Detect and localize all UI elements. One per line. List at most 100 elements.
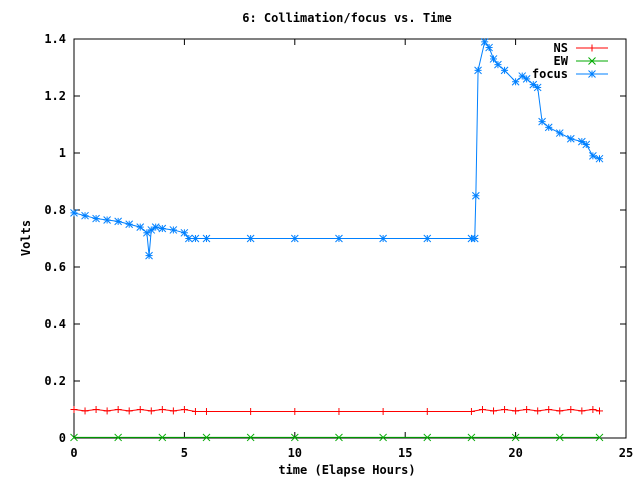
data-point [472, 191, 480, 200]
data-point [291, 407, 299, 415]
data-point [151, 223, 160, 231]
data-point [202, 433, 211, 442]
data-point [136, 223, 145, 231]
data-point [522, 75, 531, 83]
data-point [423, 433, 432, 442]
data-point [423, 407, 431, 415]
data-point [114, 433, 123, 442]
data-point [147, 407, 155, 415]
chart-title: 6: Collimation/focus vs. Time [242, 11, 452, 25]
data-point [555, 129, 564, 137]
data-point [529, 80, 538, 89]
data-point [114, 217, 123, 226]
data-point [379, 234, 387, 243]
series-NS [70, 406, 604, 415]
data-point [555, 433, 564, 442]
data-point [556, 407, 564, 415]
x-tick-label: 10 [288, 446, 302, 460]
series-line [73, 40, 600, 256]
x-tick-label: 25 [619, 446, 633, 460]
data-point [147, 226, 156, 234]
data-point [485, 43, 493, 52]
data-point [589, 406, 597, 413]
data-point [534, 407, 542, 415]
data-point [180, 406, 188, 413]
x-tick-label: 15 [398, 446, 412, 460]
data-point [533, 83, 542, 92]
data-point [489, 55, 498, 63]
data-point [143, 228, 151, 237]
data-point [518, 72, 527, 80]
x-tick-label: 0 [70, 446, 77, 460]
data-point [480, 37, 489, 46]
data-point [538, 117, 546, 126]
y-tick-label: 0 [59, 431, 66, 445]
data-point [470, 234, 479, 243]
data-point [125, 407, 133, 415]
data-point [202, 407, 210, 415]
series-focus [70, 37, 604, 260]
x-axis: 0 5 10 15 20 25 [70, 39, 633, 460]
legend-marker [588, 70, 596, 78]
data-point [191, 407, 199, 415]
data-point [379, 433, 387, 442]
data-point [81, 211, 89, 220]
data-point [92, 406, 100, 413]
y-tick-label: 0.8 [44, 203, 66, 217]
data-point [335, 234, 343, 243]
data-point [136, 406, 144, 413]
data-point [511, 77, 520, 86]
x-tick-label: 5 [181, 446, 188, 460]
data-point [246, 234, 255, 243]
data-point [70, 433, 78, 442]
data-point [577, 137, 586, 146]
data-point [158, 433, 167, 442]
plot-frame [73, 38, 627, 439]
data-point [478, 406, 486, 413]
data-point [180, 228, 189, 237]
data-point [335, 407, 343, 415]
legend-label: focus [532, 67, 568, 81]
data-point [566, 134, 575, 143]
data-point [158, 406, 166, 413]
y-tick-label: 0.4 [44, 317, 66, 331]
data-point [70, 406, 78, 413]
data-point [511, 433, 520, 442]
data-point [184, 234, 193, 243]
series-layer [70, 37, 604, 442]
data-point [490, 407, 498, 415]
data-point [114, 406, 122, 413]
data-point [290, 433, 299, 442]
data-point [335, 433, 343, 442]
data-point [582, 140, 591, 149]
data-point [567, 406, 575, 413]
data-point [169, 407, 177, 415]
legend-marker [588, 44, 596, 52]
data-point [202, 234, 211, 243]
y-tick-label: 1 [59, 146, 66, 160]
data-point [544, 123, 553, 132]
y-axis-label: Volts [19, 220, 33, 256]
data-point [595, 154, 604, 163]
data-point [169, 226, 178, 234]
y-tick-label: 1.2 [44, 89, 66, 103]
data-point [158, 224, 167, 233]
data-point [423, 234, 432, 243]
data-point [247, 407, 255, 415]
y-axis: 0 0.2 0.4 0.6 0.8 1 1.2 1.4 [44, 32, 626, 445]
data-point [379, 407, 387, 415]
series-EW [70, 433, 604, 442]
data-point [103, 216, 111, 224]
y-tick-label: 1.4 [44, 32, 66, 46]
data-point [467, 407, 475, 415]
data-point [595, 433, 604, 442]
data-point [474, 66, 482, 75]
legend-label: EW [554, 54, 569, 68]
data-point [545, 406, 553, 413]
data-point [501, 406, 509, 413]
data-point [578, 407, 586, 415]
data-point [92, 214, 100, 223]
data-point [500, 66, 509, 75]
